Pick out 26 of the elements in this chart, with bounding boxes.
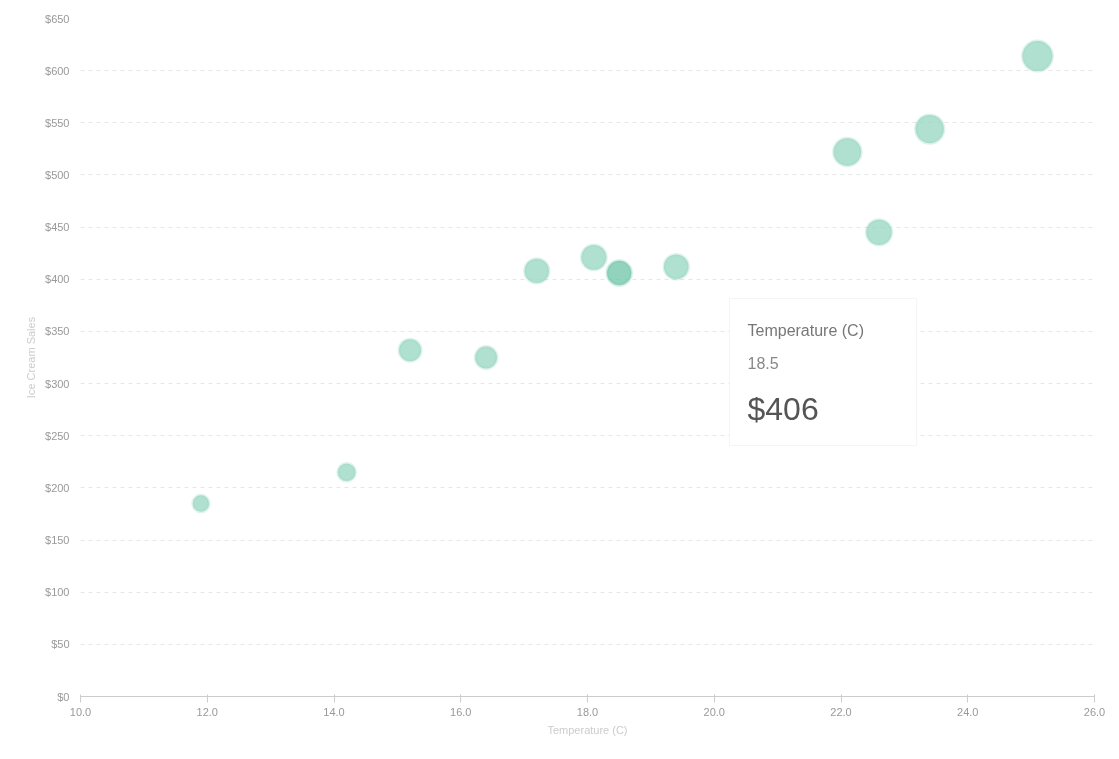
- y-tick-label: $250: [45, 429, 70, 442]
- x-tick-label: 10.0: [69, 705, 92, 718]
- y-tick-label: $50: [51, 638, 70, 651]
- x-tick-label: 24.0: [957, 705, 979, 718]
- y-tick-label: $150: [45, 534, 70, 547]
- annotation: Temperature (C): [747, 322, 864, 339]
- y-tick-label: $0: [57, 690, 70, 703]
- x-tick-label: 18.0: [576, 705, 599, 718]
- y-tick-label: $450: [45, 221, 70, 234]
- y-tick-label: $550: [45, 116, 70, 129]
- y-tick-label: $100: [45, 586, 70, 599]
- x-tick-label: 14.0: [323, 705, 345, 718]
- y-tick-label: $200: [45, 481, 70, 494]
- y-tick-label: $300: [45, 377, 70, 390]
- annotation: 18.5: [747, 354, 779, 372]
- x-tick-label: 26.0: [1083, 705, 1106, 718]
- y-tick-label: $350: [45, 325, 70, 338]
- x-tick-label: 16.0: [450, 705, 472, 718]
- x-tick-label: 12.0: [196, 705, 218, 718]
- y-tick-label: $600: [45, 64, 70, 77]
- x-tick-label: 22.0: [830, 705, 852, 718]
- x-tick-label: 20.0: [703, 705, 725, 718]
- y-tick-label: $400: [45, 273, 70, 286]
- annotation: $406: [747, 390, 819, 427]
- y-tick-label: $650: [45, 12, 70, 25]
- y-tick-label: $500: [45, 168, 70, 181]
